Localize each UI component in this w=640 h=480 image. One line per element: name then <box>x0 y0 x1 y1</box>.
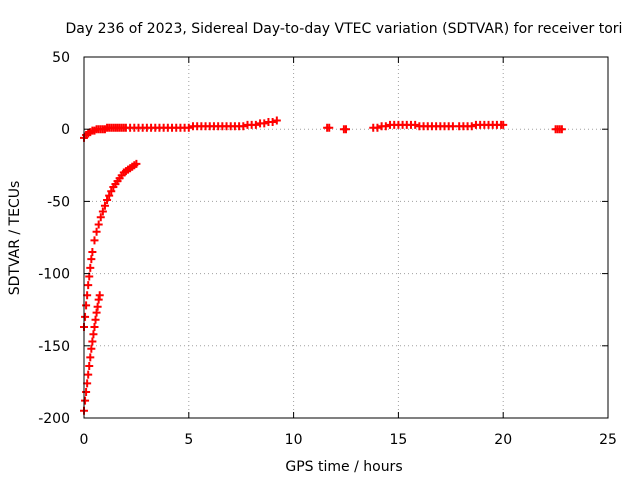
chart-title: Day 236 of 2023, Sidereal Day-to-day VTE… <box>66 21 623 37</box>
y-tick-label: 0 <box>61 122 70 138</box>
y-tick-label: -50 <box>47 194 70 210</box>
data-point <box>96 213 105 222</box>
data-point <box>93 302 102 311</box>
x-tick-label: 25 <box>599 432 617 448</box>
data-point <box>88 337 97 346</box>
plot-frame <box>83 56 609 419</box>
data-point <box>184 123 193 132</box>
data-point <box>84 370 93 379</box>
data-point <box>94 220 103 229</box>
grid-lines <box>84 57 608 418</box>
data-point <box>91 315 100 324</box>
data-point <box>132 159 141 168</box>
data-point <box>82 388 91 397</box>
data-points <box>80 116 566 415</box>
x-tick-label: 20 <box>494 432 512 448</box>
data-point <box>92 308 101 317</box>
data-point <box>89 330 98 339</box>
axis-ticks <box>83 56 609 419</box>
data-point <box>100 201 109 210</box>
data-point <box>86 353 95 362</box>
data-point <box>373 123 382 132</box>
data-point <box>88 247 97 256</box>
data-point <box>105 191 114 200</box>
data-point <box>90 323 99 332</box>
data-point <box>557 125 566 134</box>
data-point <box>87 344 96 353</box>
y-tick-label: -150 <box>38 339 70 355</box>
data-point <box>467 122 476 131</box>
data-point <box>381 122 390 131</box>
y-tick-label: -200 <box>38 411 70 427</box>
data-point <box>94 295 103 304</box>
data-point <box>268 117 277 126</box>
data-point <box>87 255 96 264</box>
data-point <box>92 227 101 236</box>
y-axis-label: SDTVAR / TECUs <box>7 181 23 296</box>
x-axis-label: GPS time / hours <box>285 459 402 475</box>
y-tick-labels: 50 0 -50 -100 -150 -200 <box>38 50 70 427</box>
x-tick-label: 15 <box>389 432 407 448</box>
data-point <box>411 120 420 129</box>
x-tick-label: 10 <box>285 432 303 448</box>
y-tick-label: -100 <box>38 267 70 283</box>
data-point <box>251 120 260 129</box>
data-point <box>325 123 334 132</box>
data-point <box>85 362 94 371</box>
data-point <box>86 263 95 272</box>
x-tick-label: 5 <box>184 432 193 448</box>
data-point <box>81 396 90 405</box>
data-point <box>90 236 99 245</box>
data-point <box>84 281 93 290</box>
x-tick-label: 0 <box>80 432 89 448</box>
data-point <box>342 125 350 134</box>
data-point <box>239 122 248 131</box>
data-point <box>103 195 112 204</box>
data-point <box>95 291 104 300</box>
x-tick-labels: 0 5 10 15 20 25 <box>80 432 617 448</box>
data-point <box>499 120 508 129</box>
data-point <box>98 207 107 216</box>
data-point <box>107 187 116 196</box>
data-point <box>82 301 91 310</box>
data-point <box>81 312 90 321</box>
data-point <box>272 116 281 125</box>
y-tick-label: 50 <box>52 50 70 66</box>
data-point <box>260 119 269 128</box>
